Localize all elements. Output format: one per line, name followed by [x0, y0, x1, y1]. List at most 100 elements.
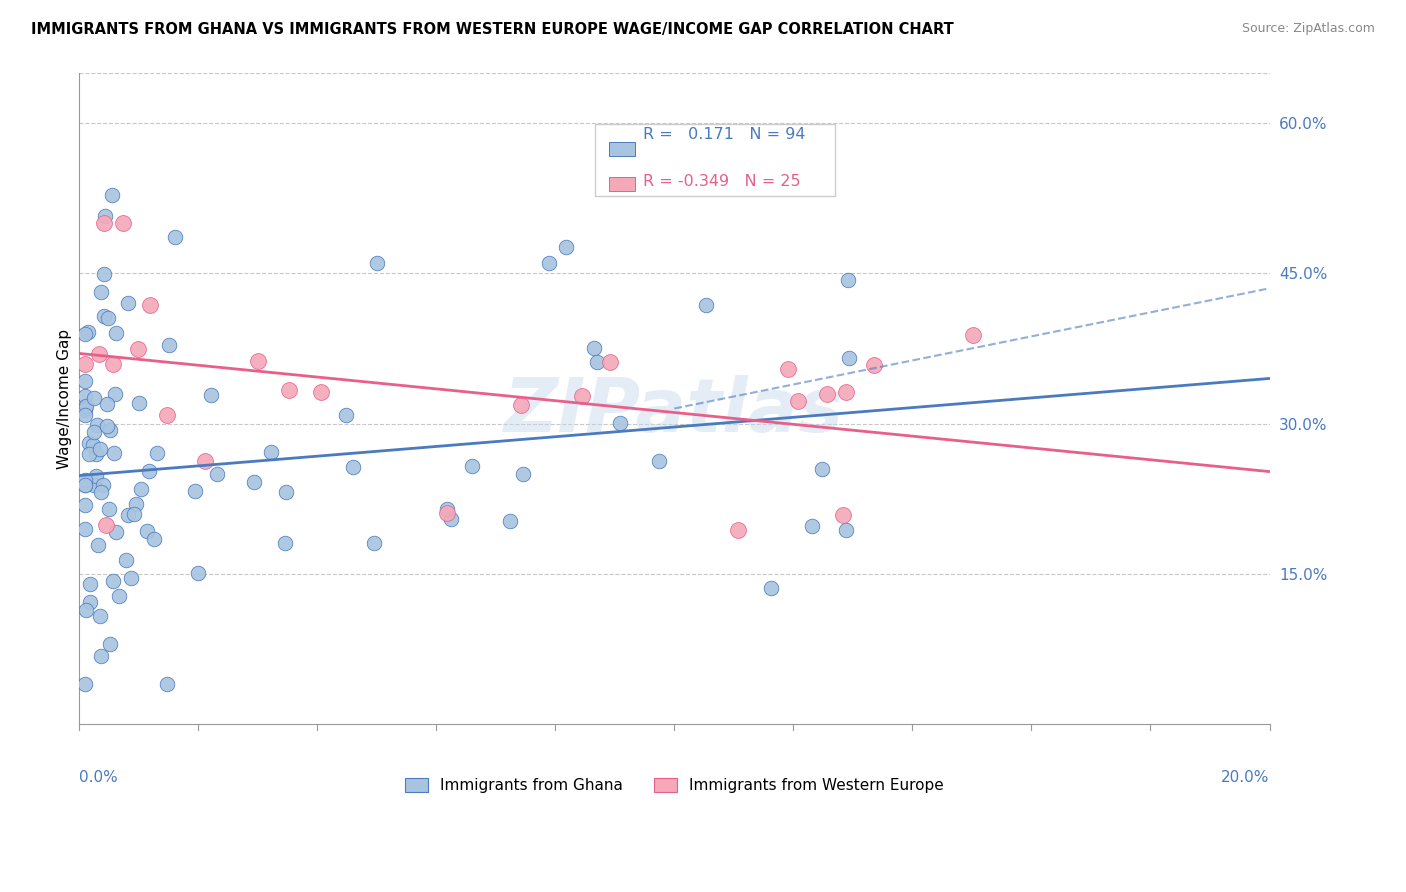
Point	[89, 442, 111, 456]
Point	[75, 522, 97, 536]
Point	[84, 469, 107, 483]
Point	[815, 387, 838, 401]
Text: R = -0.349   N = 25: R = -0.349 N = 25	[643, 174, 800, 189]
Point	[831, 508, 853, 523]
Point	[101, 187, 124, 202]
Point	[87, 538, 110, 552]
Point	[90, 285, 112, 299]
Point	[97, 501, 120, 516]
Text: IMMIGRANTS FROM GHANA VS IMMIGRANTS FROM WESTERN EUROPE WAGE/INCOME GAP CORRELAT: IMMIGRANTS FROM GHANA VS IMMIGRANTS FROM…	[31, 22, 953, 37]
Point	[120, 571, 142, 585]
Point	[103, 446, 125, 460]
Point	[200, 388, 222, 402]
Point	[98, 423, 121, 437]
Point	[128, 396, 150, 410]
Point	[75, 326, 97, 341]
Point	[759, 581, 782, 595]
Point	[207, 467, 229, 482]
Point	[89, 347, 111, 361]
Point	[187, 566, 209, 580]
Point	[83, 425, 105, 439]
Point	[146, 446, 169, 460]
Point	[117, 296, 139, 310]
Point	[96, 397, 118, 411]
Point	[599, 355, 621, 369]
Point	[75, 473, 97, 487]
Point	[82, 438, 104, 452]
Point	[537, 256, 560, 270]
Point	[94, 518, 117, 533]
Point	[75, 403, 97, 417]
Point	[83, 478, 105, 492]
Point	[695, 298, 717, 312]
Point	[156, 408, 179, 422]
Point	[86, 447, 108, 461]
Point	[142, 532, 165, 546]
Point	[91, 477, 114, 491]
Point	[260, 445, 283, 459]
Point	[125, 497, 148, 511]
Point	[90, 649, 112, 664]
Point	[104, 326, 127, 341]
Point	[436, 502, 458, 516]
Point	[79, 595, 101, 609]
Point	[461, 458, 484, 473]
Point	[76, 325, 98, 339]
Point	[163, 230, 186, 244]
Point	[335, 408, 357, 422]
Point	[155, 677, 177, 691]
Point	[86, 418, 108, 433]
Point	[75, 375, 97, 389]
Point	[586, 355, 609, 369]
Point	[962, 328, 984, 343]
Point	[499, 514, 522, 528]
Point	[75, 603, 97, 617]
Point	[93, 309, 115, 323]
Point	[436, 506, 458, 520]
Point	[582, 341, 605, 355]
Point	[801, 519, 824, 533]
Point	[727, 523, 749, 537]
Point	[342, 459, 364, 474]
Point	[837, 273, 859, 287]
Point	[83, 391, 105, 405]
Text: ZIPatlas: ZIPatlas	[505, 375, 845, 448]
Point	[274, 485, 297, 500]
Point	[863, 358, 886, 372]
Point	[555, 240, 578, 254]
Point	[75, 389, 97, 403]
Point	[127, 342, 149, 356]
Point	[93, 216, 115, 230]
Point	[101, 357, 124, 371]
Point	[278, 383, 301, 397]
Point	[117, 508, 139, 522]
Point	[75, 677, 97, 691]
Point	[75, 401, 97, 416]
Point	[104, 524, 127, 539]
Point	[79, 447, 101, 461]
Text: R =   0.171   N = 94: R = 0.171 N = 94	[643, 127, 806, 142]
Point	[75, 478, 97, 492]
Point	[194, 454, 217, 468]
Point	[77, 435, 100, 450]
Point	[366, 256, 388, 270]
Point	[439, 512, 461, 526]
Point	[786, 393, 808, 408]
Point	[75, 399, 97, 413]
Point	[93, 267, 115, 281]
Point	[75, 408, 97, 422]
Point	[778, 361, 800, 376]
Point	[509, 398, 531, 412]
Point	[98, 636, 121, 650]
Point	[97, 311, 120, 326]
Point	[89, 608, 111, 623]
Point	[129, 482, 152, 496]
Point	[107, 589, 129, 603]
Point	[571, 388, 593, 402]
Text: 20.0%: 20.0%	[1222, 770, 1270, 785]
Point	[122, 507, 145, 521]
Point	[136, 524, 159, 538]
Point	[243, 475, 266, 489]
Point	[75, 357, 97, 371]
Legend: Immigrants from Ghana, Immigrants from Western Europe: Immigrants from Ghana, Immigrants from W…	[398, 771, 952, 801]
